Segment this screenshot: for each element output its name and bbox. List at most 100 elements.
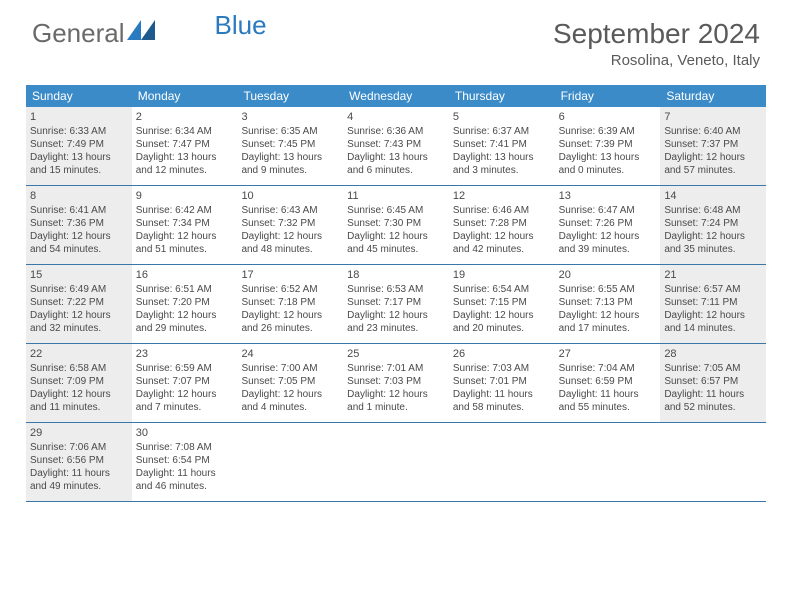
day-number: 19 (453, 268, 551, 282)
daylight-line: Daylight: 12 hours and 54 minutes. (30, 230, 128, 256)
day-15: 15Sunrise: 6:49 AMSunset: 7:22 PMDayligh… (26, 265, 132, 343)
week-row: 29Sunrise: 7:06 AMSunset: 6:56 PMDayligh… (26, 423, 766, 502)
sunset-line: Sunset: 7:09 PM (30, 375, 128, 388)
dow-friday: Friday (555, 85, 661, 107)
sunset-line: Sunset: 7:03 PM (347, 375, 445, 388)
day-empty (555, 423, 661, 501)
sunrise-line: Sunrise: 6:57 AM (664, 283, 762, 296)
sunset-line: Sunset: 7:28 PM (453, 217, 551, 230)
day-empty (660, 423, 766, 501)
day-3: 3Sunrise: 6:35 AMSunset: 7:45 PMDaylight… (237, 107, 343, 185)
day-number: 25 (347, 347, 445, 361)
day-20: 20Sunrise: 6:55 AMSunset: 7:13 PMDayligh… (555, 265, 661, 343)
sunset-line: Sunset: 7:39 PM (559, 138, 657, 151)
daylight-line: Daylight: 12 hours and 45 minutes. (347, 230, 445, 256)
sunrise-line: Sunrise: 6:35 AM (241, 125, 339, 138)
day-number: 2 (136, 110, 234, 124)
day-8: 8Sunrise: 6:41 AMSunset: 7:36 PMDaylight… (26, 186, 132, 264)
day-22: 22Sunrise: 6:58 AMSunset: 7:09 PMDayligh… (26, 344, 132, 422)
sunrise-line: Sunrise: 7:01 AM (347, 362, 445, 375)
sunset-line: Sunset: 7:15 PM (453, 296, 551, 309)
day-number: 4 (347, 110, 445, 124)
day-30: 30Sunrise: 7:08 AMSunset: 6:54 PMDayligh… (132, 423, 238, 501)
day-number: 29 (30, 426, 128, 440)
sunset-line: Sunset: 6:54 PM (136, 454, 234, 467)
daylight-line: Daylight: 12 hours and 1 minute. (347, 388, 445, 414)
day-number: 20 (559, 268, 657, 282)
day-13: 13Sunrise: 6:47 AMSunset: 7:26 PMDayligh… (555, 186, 661, 264)
title-block: September 2024 Rosolina, Veneto, Italy (553, 18, 760, 69)
sunset-line: Sunset: 7:30 PM (347, 217, 445, 230)
daylight-line: Daylight: 13 hours and 12 minutes. (136, 151, 234, 177)
sunset-line: Sunset: 7:13 PM (559, 296, 657, 309)
daylight-line: Daylight: 11 hours and 52 minutes. (664, 388, 762, 414)
sunrise-line: Sunrise: 6:41 AM (30, 204, 128, 217)
dow-thursday: Thursday (449, 85, 555, 107)
sunrise-line: Sunrise: 7:06 AM (30, 441, 128, 454)
day-12: 12Sunrise: 6:46 AMSunset: 7:28 PMDayligh… (449, 186, 555, 264)
location: Rosolina, Veneto, Italy (553, 52, 760, 69)
sunset-line: Sunset: 7:47 PM (136, 138, 234, 151)
sunrise-line: Sunrise: 6:49 AM (30, 283, 128, 296)
daylight-line: Daylight: 12 hours and 17 minutes. (559, 309, 657, 335)
day-number: 5 (453, 110, 551, 124)
sunset-line: Sunset: 7:11 PM (664, 296, 762, 309)
logo: General Blue (32, 18, 207, 49)
sunrise-line: Sunrise: 6:37 AM (453, 125, 551, 138)
day-17: 17Sunrise: 6:52 AMSunset: 7:18 PMDayligh… (237, 265, 343, 343)
month-title: September 2024 (553, 18, 760, 50)
day-6: 6Sunrise: 6:39 AMSunset: 7:39 PMDaylight… (555, 107, 661, 185)
sunrise-line: Sunrise: 6:39 AM (559, 125, 657, 138)
dow-tuesday: Tuesday (237, 85, 343, 107)
sunrise-line: Sunrise: 6:53 AM (347, 283, 445, 296)
sunset-line: Sunset: 7:43 PM (347, 138, 445, 151)
day-number: 28 (664, 347, 762, 361)
logo-triangle-icon (127, 16, 155, 36)
sunset-line: Sunset: 7:32 PM (241, 217, 339, 230)
daylight-line: Daylight: 13 hours and 0 minutes. (559, 151, 657, 177)
sunset-line: Sunset: 7:37 PM (664, 138, 762, 151)
sunrise-line: Sunrise: 6:48 AM (664, 204, 762, 217)
day-number: 27 (559, 347, 657, 361)
week-row: 8Sunrise: 6:41 AMSunset: 7:36 PMDaylight… (26, 186, 766, 265)
sunrise-line: Sunrise: 6:54 AM (453, 283, 551, 296)
day-number: 7 (664, 110, 762, 124)
header: General Blue September 2024 Rosolina, Ve… (0, 0, 792, 77)
day-number: 21 (664, 268, 762, 282)
day-number: 18 (347, 268, 445, 282)
weeks-container: 1Sunrise: 6:33 AMSunset: 7:49 PMDaylight… (26, 107, 766, 502)
sunrise-line: Sunrise: 6:34 AM (136, 125, 234, 138)
day-29: 29Sunrise: 7:06 AMSunset: 6:56 PMDayligh… (26, 423, 132, 501)
day-number: 1 (30, 110, 128, 124)
sunset-line: Sunset: 7:05 PM (241, 375, 339, 388)
sunset-line: Sunset: 7:18 PM (241, 296, 339, 309)
dow-sunday: Sunday (26, 85, 132, 107)
day-empty (449, 423, 555, 501)
sunrise-line: Sunrise: 6:55 AM (559, 283, 657, 296)
sunset-line: Sunset: 7:22 PM (30, 296, 128, 309)
day-26: 26Sunrise: 7:03 AMSunset: 7:01 PMDayligh… (449, 344, 555, 422)
dow-wednesday: Wednesday (343, 85, 449, 107)
sunset-line: Sunset: 6:57 PM (664, 375, 762, 388)
daylight-line: Daylight: 12 hours and 32 minutes. (30, 309, 128, 335)
sunrise-line: Sunrise: 6:43 AM (241, 204, 339, 217)
calendar: SundayMondayTuesdayWednesdayThursdayFrid… (26, 85, 766, 502)
sunset-line: Sunset: 7:41 PM (453, 138, 551, 151)
day-7: 7Sunrise: 6:40 AMSunset: 7:37 PMDaylight… (660, 107, 766, 185)
sunset-line: Sunset: 7:49 PM (30, 138, 128, 151)
sunset-line: Sunset: 7:45 PM (241, 138, 339, 151)
day-number: 15 (30, 268, 128, 282)
day-4: 4Sunrise: 6:36 AMSunset: 7:43 PMDaylight… (343, 107, 449, 185)
day-28: 28Sunrise: 7:05 AMSunset: 6:57 PMDayligh… (660, 344, 766, 422)
sunrise-line: Sunrise: 6:42 AM (136, 204, 234, 217)
sunrise-line: Sunrise: 6:45 AM (347, 204, 445, 217)
day-5: 5Sunrise: 6:37 AMSunset: 7:41 PMDaylight… (449, 107, 555, 185)
daylight-line: Daylight: 11 hours and 58 minutes. (453, 388, 551, 414)
day-16: 16Sunrise: 6:51 AMSunset: 7:20 PMDayligh… (132, 265, 238, 343)
sunset-line: Sunset: 7:24 PM (664, 217, 762, 230)
sunrise-line: Sunrise: 6:59 AM (136, 362, 234, 375)
day-number: 24 (241, 347, 339, 361)
day-number: 17 (241, 268, 339, 282)
daylight-line: Daylight: 11 hours and 49 minutes. (30, 467, 128, 493)
sunset-line: Sunset: 6:59 PM (559, 375, 657, 388)
